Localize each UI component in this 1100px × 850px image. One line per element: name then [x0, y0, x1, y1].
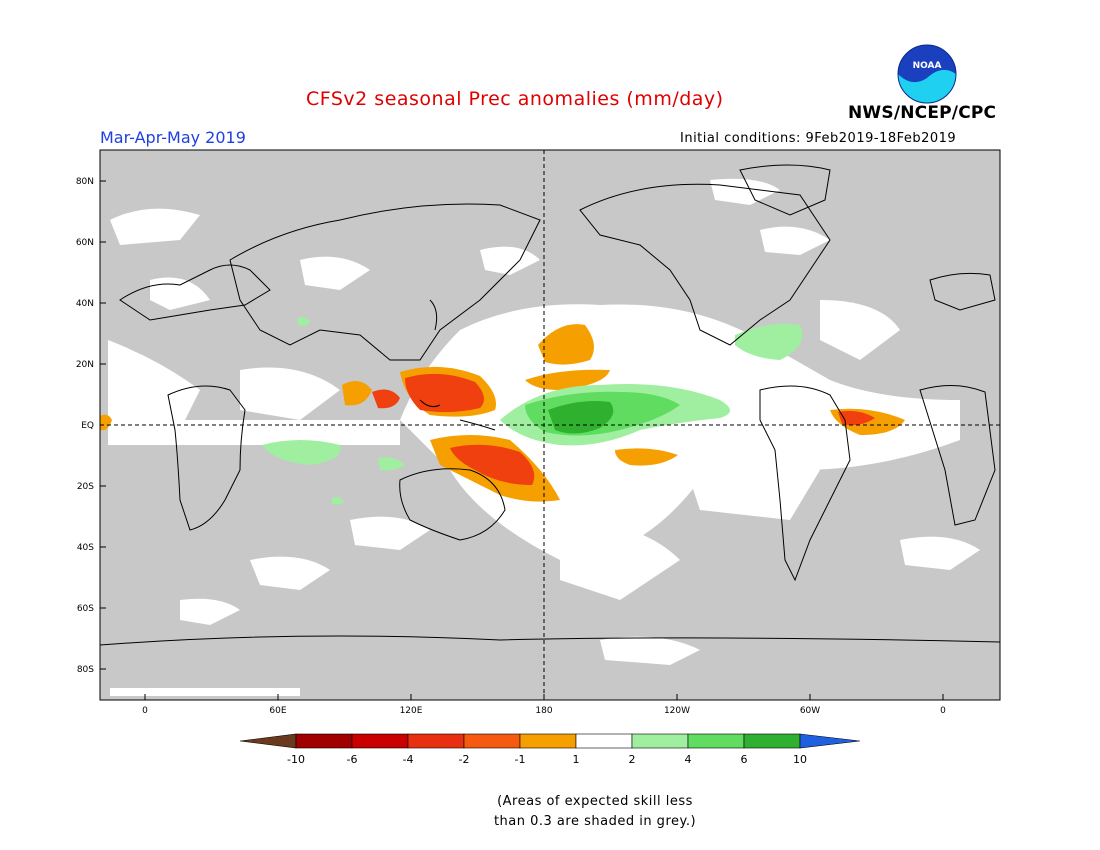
lat-label-40n: 40N: [76, 299, 94, 309]
lon-label-60e: 60E: [269, 706, 286, 716]
lon-label-120w: 120W: [664, 706, 690, 716]
colorbar-swatch-3: [463, 733, 521, 749]
colorbar-label-neg10: -10: [287, 753, 305, 766]
negative-anomaly-redorange: [372, 373, 875, 485]
lon-label-120e: 120E: [400, 706, 423, 716]
colorbar-label-neg4: -4: [403, 753, 414, 766]
coastlines: [99, 164, 1001, 646]
colorbar-label-neg6: -6: [347, 753, 358, 766]
svg-text:NOAA: NOAA: [913, 61, 942, 71]
colorbar-label-pos10: 10: [793, 753, 807, 766]
colorbar-label-neg2: -2: [459, 753, 470, 766]
lat-label-80s: 80S: [77, 665, 94, 675]
lon-label-0: 0: [142, 706, 148, 716]
lat-label-80n: 80N: [76, 177, 94, 187]
season-label: Mar-Apr-May 2019: [100, 128, 246, 147]
lat-axis: 80N 60N 40N 20N EQ 20S 40S 60S 80S: [76, 177, 106, 675]
lat-label-40s: 40S: [77, 543, 94, 553]
colorbar-swatch-8: [743, 733, 801, 749]
map-frame: [99, 149, 1001, 701]
lat-label-eq: EQ: [81, 421, 94, 431]
colorbar-label-pos1: 1: [573, 753, 580, 766]
lon-label-180: 180: [535, 706, 552, 716]
chart-title: CFSv2 seasonal Prec anomalies (mm/day): [306, 88, 724, 110]
colorbar-swatch-6: [631, 733, 689, 749]
skill-note-line2: than 0.3 are shaded in grey.): [493, 814, 697, 829]
lat-label-20s: 20S: [77, 482, 94, 492]
noaa-logo: NOAA: [897, 44, 957, 104]
lat-label-60n: 60N: [76, 238, 94, 248]
lon-label-0-east: 0: [940, 706, 946, 716]
lat-label-20n: 20N: [76, 360, 94, 370]
colorbar-label-neg1: -1: [515, 753, 526, 766]
colorbar-swatch-4: [519, 733, 577, 749]
lat-label-60s: 60S: [77, 604, 94, 614]
colorbar-swatch-1: [351, 733, 409, 749]
colorbar-label-pos6: 6: [741, 753, 748, 766]
colorbar-label-pos4: 4: [685, 753, 692, 766]
colorbar-swatch-0: [295, 733, 353, 749]
skill-note-line1: (Areas of expected skill less: [497, 794, 693, 809]
colorbar-end-low: [239, 733, 297, 749]
colorbar-label-pos2: 2: [629, 753, 636, 766]
agency-label: NWS/NCEP/CPC: [848, 103, 997, 123]
lon-label-60w: 60W: [800, 706, 820, 716]
colorbar-end-high: [799, 733, 861, 749]
colorbar-swatch-5: [575, 733, 633, 749]
colorbar: -10 -6 -4 -2 -1 1 2 4 6 10: [239, 733, 861, 766]
colorbar-swatch-7: [687, 733, 745, 749]
colorbar-swatch-2: [407, 733, 465, 749]
lon-axis: 0 60E 120E 180 120W 60W 0: [142, 694, 946, 716]
initial-conditions-label: Initial conditions: 9Feb2019-18Feb2019: [680, 131, 957, 146]
